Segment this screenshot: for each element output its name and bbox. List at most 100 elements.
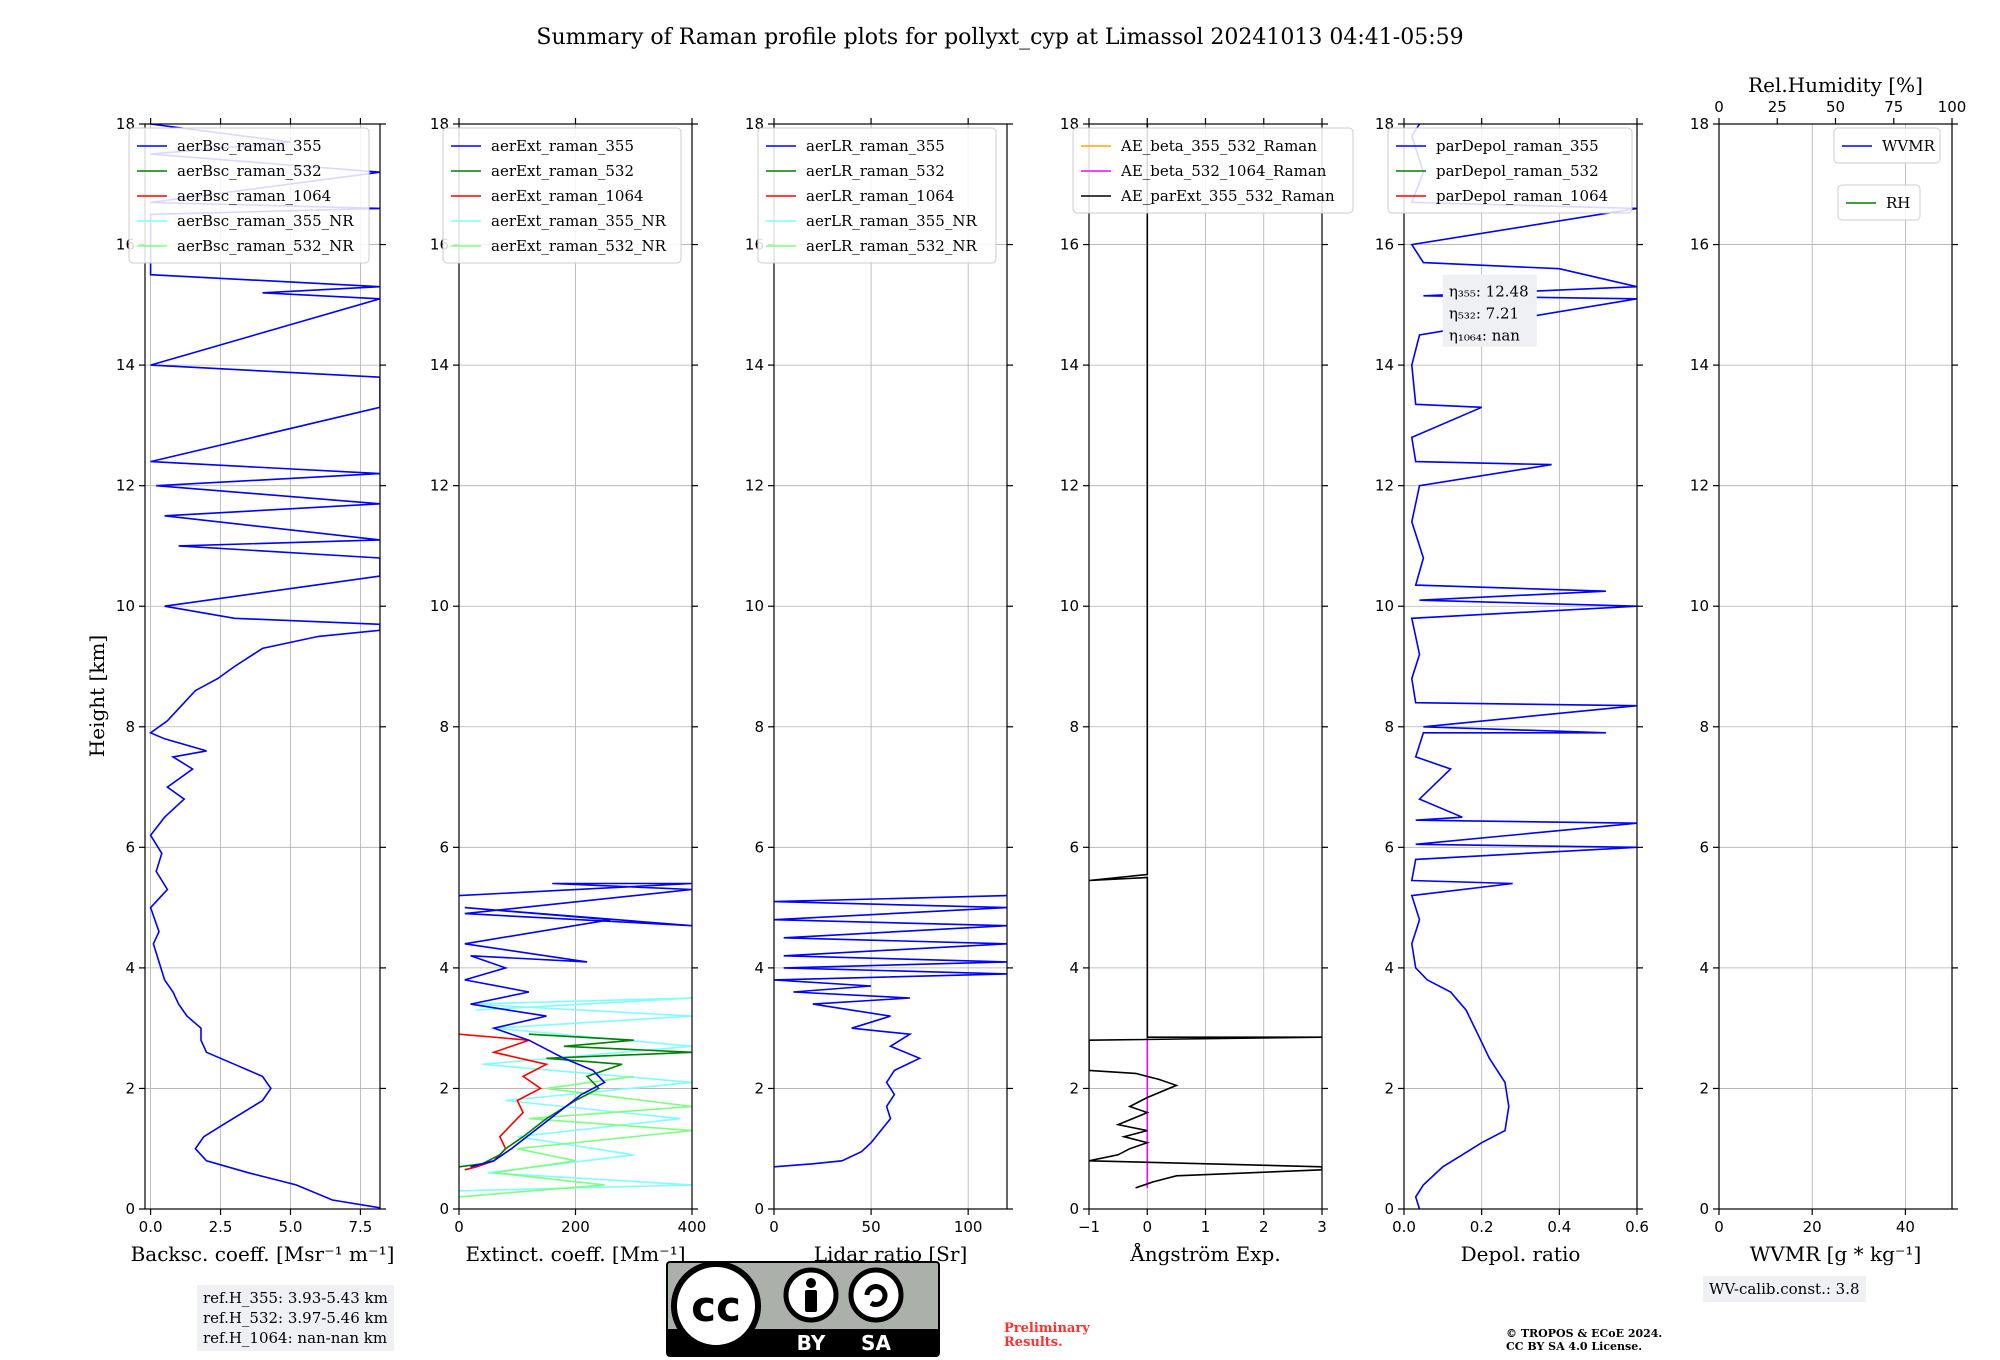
series-group xyxy=(774,894,1007,1168)
series-aerExt_raman_532_NR xyxy=(459,1075,692,1198)
annotation-line: η₃₅₅: 12.48 xyxy=(1449,283,1529,301)
y-tick-label: 10 xyxy=(1060,597,1079,615)
x-tick-label: 3 xyxy=(1317,1218,1327,1236)
x-tick-label: 0.2 xyxy=(1470,1218,1494,1236)
y-tick-label: 14 xyxy=(116,356,135,374)
series-aerExt_raman_1064 xyxy=(459,1033,549,1171)
y-tick-label: 10 xyxy=(745,597,764,615)
x-tick-label: 2.5 xyxy=(209,1218,233,1236)
y-tick-label: 4 xyxy=(1384,959,1394,977)
ref-h-355: ref.H_355: 3.93-5.43 km xyxy=(203,1289,388,1307)
annotation-box xyxy=(1442,274,1537,347)
top-x-tick-label: 100 xyxy=(1938,98,1967,116)
sa-label: SA xyxy=(861,1331,891,1355)
y-tick-label: 4 xyxy=(1069,959,1079,977)
series-AE_parExt_355_532_Raman xyxy=(1089,124,1322,1189)
series-group xyxy=(148,124,380,1209)
annotation-line: η₅₃₂: 7.21 xyxy=(1449,305,1519,323)
x-tick-label: 100 xyxy=(954,1218,983,1236)
legend-entry: aerLR_raman_355_NR xyxy=(806,212,977,230)
legend-entry: aerExt_raman_355_NR xyxy=(491,212,667,230)
y-tick-label: 4 xyxy=(1699,959,1709,977)
x-tick-label: 0 xyxy=(454,1218,464,1236)
y-tick-label: 0 xyxy=(1699,1200,1709,1218)
legend-box xyxy=(442,127,682,264)
legend: WVMR xyxy=(1833,127,1941,164)
preliminary-note: Preliminary Results. xyxy=(1004,1322,1090,1350)
y-tick-label: 12 xyxy=(1060,477,1079,495)
y-tick-label: 16 xyxy=(1690,236,1709,254)
legend-box xyxy=(1072,127,1354,214)
legend-entry: aerExt_raman_355 xyxy=(491,137,634,155)
y-tick-label: 12 xyxy=(430,477,449,495)
x-tick-label: 2 xyxy=(1259,1218,1269,1236)
legend-entry: parDepol_raman_355 xyxy=(1436,137,1599,155)
series-aerExt_raman_532 xyxy=(459,1033,692,1168)
preliminary-line-1: Preliminary xyxy=(1004,1321,1090,1336)
legend-entry: AE_beta_355_532_Raman xyxy=(1120,137,1317,155)
x-tick-label: 40 xyxy=(1896,1218,1915,1236)
cc-letters: cc xyxy=(691,1282,741,1331)
sa-arrow-icon xyxy=(864,1284,888,1307)
y-tick-label: 8 xyxy=(1384,718,1394,736)
depol-annotation: η₃₅₅: 12.48 η₅₃₂: 7.21 η₁₀₆₄: nan xyxy=(1442,274,1537,347)
y-tick-label: 6 xyxy=(1699,838,1709,856)
legend-entry: aerBsc_raman_532 xyxy=(177,162,322,180)
y-tick-label: 2 xyxy=(754,1079,764,1097)
legend-entry: aerLR_raman_355 xyxy=(806,137,945,155)
series-parDepol_raman_355 xyxy=(1410,124,1637,1209)
y-tick-label: 2 xyxy=(1384,1079,1394,1097)
y-tick-label: 8 xyxy=(125,718,135,736)
axes-frame xyxy=(773,123,1008,1210)
axes-frame xyxy=(1403,123,1638,1210)
wv-calib-box: WV-calib.const.: 3.8 xyxy=(1703,1276,1866,1302)
series-aerExt_raman_355 xyxy=(459,882,692,1168)
top-x-tick-label: 50 xyxy=(1826,98,1845,116)
y-tick-label: 4 xyxy=(125,959,135,977)
legend-entry: aerLR_raman_532 xyxy=(806,162,945,180)
y-tick-label: 0 xyxy=(754,1200,764,1218)
cc-circle-icon xyxy=(671,1261,761,1351)
y-tick-label: 0 xyxy=(125,1200,135,1218)
preliminary-line-2: Results. xyxy=(1004,1335,1063,1350)
panel-water_vapor: 0 2 4 6 8 10 12 14 16 18 0 20 40 0 25 50 75 100 Rel.Humidi… xyxy=(1690,73,1966,1266)
y-tick-label: 2 xyxy=(1699,1079,1709,1097)
y-tick-label: 0 xyxy=(1069,1200,1079,1218)
legend-entry: aerBsc_raman_355_NR xyxy=(177,212,354,230)
copyright-note: © TROPOS & ECoE 2024. CC BY SA 4.0 Licen… xyxy=(1506,1327,1662,1353)
y-tick-label: 4 xyxy=(754,959,764,977)
y-tick-label: 12 xyxy=(745,477,764,495)
wv-calib-text: WV-calib.const.: 3.8 xyxy=(1709,1280,1860,1298)
by-person-head xyxy=(806,1278,816,1288)
y-tick-label: 14 xyxy=(1060,356,1079,374)
legend-entry: aerExt_raman_532 xyxy=(491,162,634,180)
x-tick-label: 20 xyxy=(1803,1218,1822,1236)
legend-box xyxy=(128,127,370,264)
legend: aerExt_raman_355 aerExt_raman_532 aerExt_r… xyxy=(442,127,682,264)
legend-entry: aerLR_raman_1064 xyxy=(806,187,954,205)
y-tick-label: 10 xyxy=(116,597,135,615)
y-tick-label: 6 xyxy=(1069,838,1079,856)
y-tick-label: 14 xyxy=(1375,356,1394,374)
y-tick-label: 2 xyxy=(1069,1079,1079,1097)
y-tick-label: 6 xyxy=(125,838,135,856)
legend-entry: RH xyxy=(1886,194,1910,212)
y-tick-label: 8 xyxy=(1699,718,1709,736)
legend-entry: WVMR xyxy=(1882,137,1936,155)
y-axis-label: Height [km] xyxy=(85,635,109,757)
legend: aerBsc_raman_355 aerBsc_raman_532 aerBsc_r… xyxy=(128,127,370,264)
series-aerLR_raman_355 xyxy=(774,894,1007,1168)
series-group xyxy=(459,882,692,1198)
figure-title: Summary of Raman profile plots for polly… xyxy=(536,25,1463,50)
x-tick-label: 0.0 xyxy=(139,1218,163,1236)
y-tick-label: 14 xyxy=(430,356,449,374)
legend-box xyxy=(1833,127,1941,164)
x-tick-label: −1 xyxy=(1078,1218,1100,1236)
x-tick-label: 0 xyxy=(769,1218,779,1236)
y-tick-label: 14 xyxy=(1690,356,1709,374)
x-tick-label: 0 xyxy=(1714,1218,1724,1236)
x-axis-label: WVMR [g * kg⁻¹] xyxy=(1750,1242,1922,1266)
y-tick-label: 16 xyxy=(1375,236,1394,254)
